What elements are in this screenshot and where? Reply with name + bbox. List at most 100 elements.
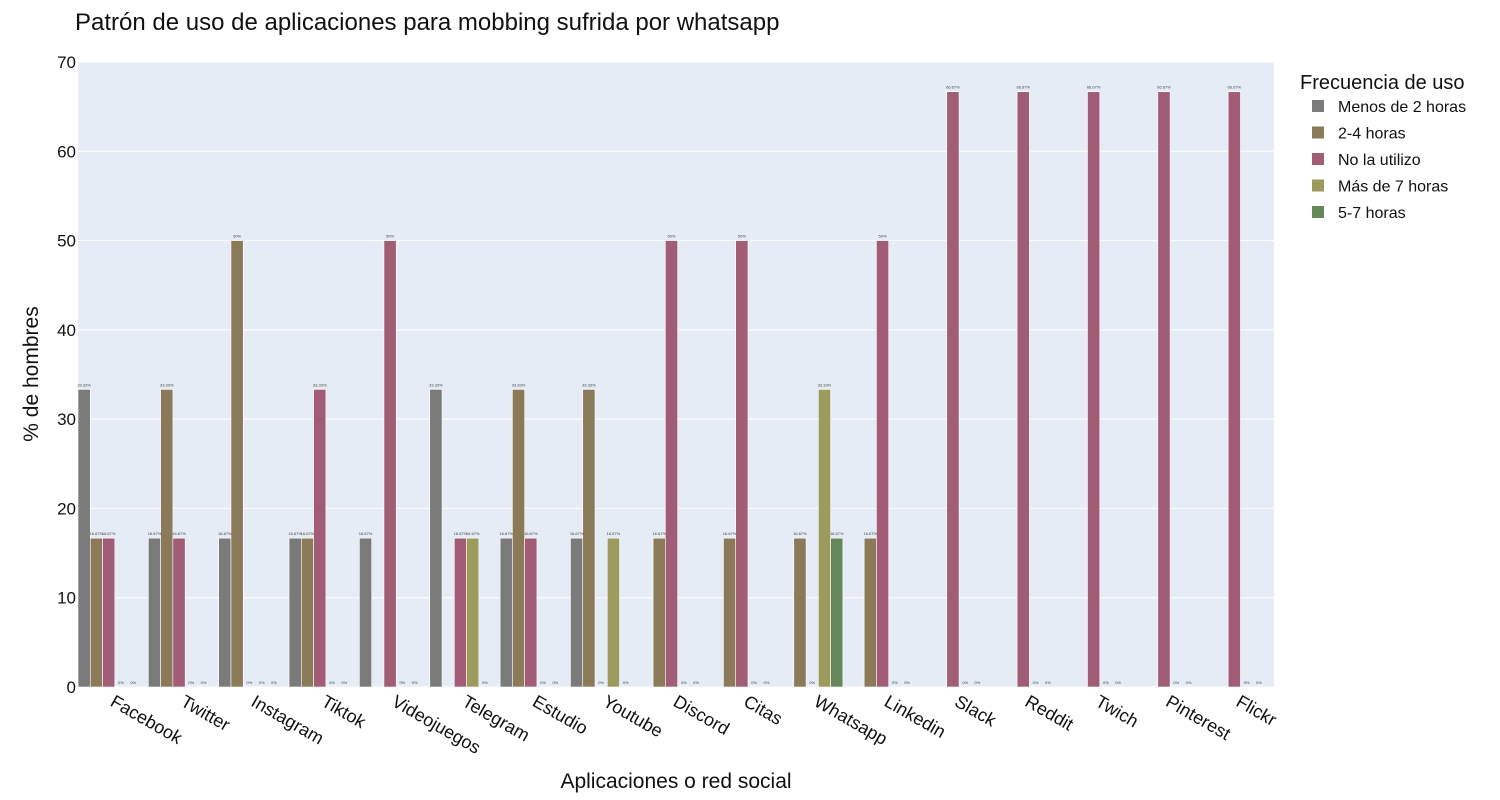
y-tick-label: 70 bbox=[57, 53, 76, 72]
data-label: 50% bbox=[738, 234, 746, 239]
data-label: 16.67% bbox=[466, 531, 480, 536]
y-axis-ticks: 0 10 20 30 40 50 60 70 bbox=[57, 53, 76, 697]
data-label: 0% bbox=[809, 680, 815, 685]
x-tick-label: Whatsapp bbox=[811, 691, 891, 749]
data-labels: 33.33%16.67%16.67%0% 0%16.67%33.33%16.67%… bbox=[77, 85, 1262, 685]
bar bbox=[313, 389, 327, 688]
bar bbox=[1157, 91, 1171, 688]
x-tick-label: Twich bbox=[1092, 691, 1142, 731]
bar bbox=[524, 537, 538, 688]
legend-swatch bbox=[1312, 206, 1324, 218]
bar bbox=[1016, 91, 1030, 688]
data-label: 66.67% bbox=[1157, 85, 1171, 90]
data-label: 0% bbox=[118, 680, 124, 685]
x-axis-title: Aplicaciones o red social bbox=[560, 770, 791, 793]
data-label: 0% bbox=[399, 680, 405, 685]
data-label: 0% bbox=[1115, 680, 1121, 685]
data-label: 16.67% bbox=[359, 531, 373, 536]
y-axis-title: % de hombres bbox=[20, 306, 43, 441]
bar bbox=[652, 537, 666, 688]
x-tick-label: Instagram bbox=[248, 691, 327, 748]
bar bbox=[876, 240, 889, 688]
bar bbox=[665, 240, 678, 688]
legend-swatch bbox=[1312, 100, 1324, 112]
data-label: 0% bbox=[764, 680, 770, 685]
data-label: 0% bbox=[751, 680, 757, 685]
bar bbox=[499, 537, 513, 688]
bar bbox=[383, 240, 397, 688]
bar bbox=[160, 389, 174, 688]
y-tick-label: 40 bbox=[57, 321, 76, 340]
bar bbox=[301, 537, 314, 688]
legend-label: 2-4 horas bbox=[1338, 126, 1406, 143]
bar bbox=[288, 537, 302, 688]
bar bbox=[582, 389, 596, 688]
data-label: 0% bbox=[259, 680, 265, 685]
data-label: 50% bbox=[233, 234, 241, 239]
data-label: 0% bbox=[1256, 680, 1262, 685]
data-label: 0% bbox=[552, 680, 558, 685]
y-tick-label: 20 bbox=[57, 499, 76, 518]
x-tick-label: Slack bbox=[951, 691, 1000, 731]
data-label: 0% bbox=[975, 680, 981, 685]
bar bbox=[429, 389, 443, 688]
data-label: 0% bbox=[246, 680, 252, 685]
data-label: 16.67% bbox=[301, 531, 315, 536]
data-label: 33.33% bbox=[160, 382, 174, 387]
data-label: 16.67% bbox=[218, 531, 232, 536]
data-label: 33.33% bbox=[512, 382, 526, 387]
bar bbox=[570, 537, 584, 688]
x-tick-label: Citas bbox=[740, 691, 786, 729]
data-label: 16.67% bbox=[454, 531, 468, 536]
data-label: 0% bbox=[693, 680, 699, 685]
bar bbox=[102, 537, 116, 688]
data-label: 0% bbox=[904, 680, 910, 685]
bar bbox=[77, 389, 91, 688]
bar bbox=[359, 537, 372, 688]
legend-swatch bbox=[1312, 179, 1324, 192]
bar bbox=[148, 537, 161, 688]
bar bbox=[512, 389, 525, 688]
x-tick-label: Facebook bbox=[107, 691, 186, 748]
data-label: 0% bbox=[892, 680, 898, 685]
data-label: 0% bbox=[341, 680, 347, 685]
data-label: 0% bbox=[412, 680, 418, 685]
y-tick-label: 30 bbox=[57, 410, 76, 429]
bar bbox=[218, 537, 232, 688]
y-tick-label: 0 bbox=[67, 678, 76, 697]
x-tick-label: Twitter bbox=[178, 691, 234, 735]
data-label: 0% bbox=[962, 680, 968, 685]
data-label: 0% bbox=[1045, 680, 1051, 685]
data-label: 16.67% bbox=[90, 531, 104, 536]
data-label: 0% bbox=[188, 680, 194, 685]
x-tick-label: Estudio bbox=[529, 691, 591, 738]
data-label: 0% bbox=[482, 680, 488, 685]
x-tick-label: Tiktok bbox=[318, 691, 370, 732]
legend-swatch bbox=[1312, 153, 1324, 165]
data-label: 0% bbox=[271, 680, 277, 685]
data-label: 0% bbox=[130, 680, 136, 685]
data-label: 0% bbox=[1103, 680, 1109, 685]
bar bbox=[863, 537, 877, 688]
data-label: 33.33% bbox=[818, 382, 832, 387]
legend: Frecuencia de uso Menos de 2 horas 2-4 ho… bbox=[1300, 72, 1466, 222]
data-label: 16.67% bbox=[607, 531, 621, 536]
data-label: 16.67% bbox=[652, 531, 666, 536]
x-tick-label: Linkedin bbox=[881, 691, 949, 742]
bar bbox=[723, 537, 737, 688]
legend-swatch bbox=[1312, 126, 1324, 139]
legend-label: 5-7 horas bbox=[1338, 205, 1406, 222]
data-label: 33.33% bbox=[582, 382, 596, 387]
legend-title: Frecuencia de uso bbox=[1300, 72, 1465, 94]
y-tick-label: 10 bbox=[57, 589, 76, 608]
x-tick-label: Youtube bbox=[600, 691, 667, 741]
data-label: 50% bbox=[667, 234, 675, 239]
bar bbox=[818, 389, 831, 688]
data-label: 0% bbox=[540, 680, 546, 685]
bar bbox=[172, 537, 186, 688]
x-tick-label: Pinterest bbox=[1162, 691, 1234, 744]
data-label: 16.67% bbox=[863, 531, 877, 536]
